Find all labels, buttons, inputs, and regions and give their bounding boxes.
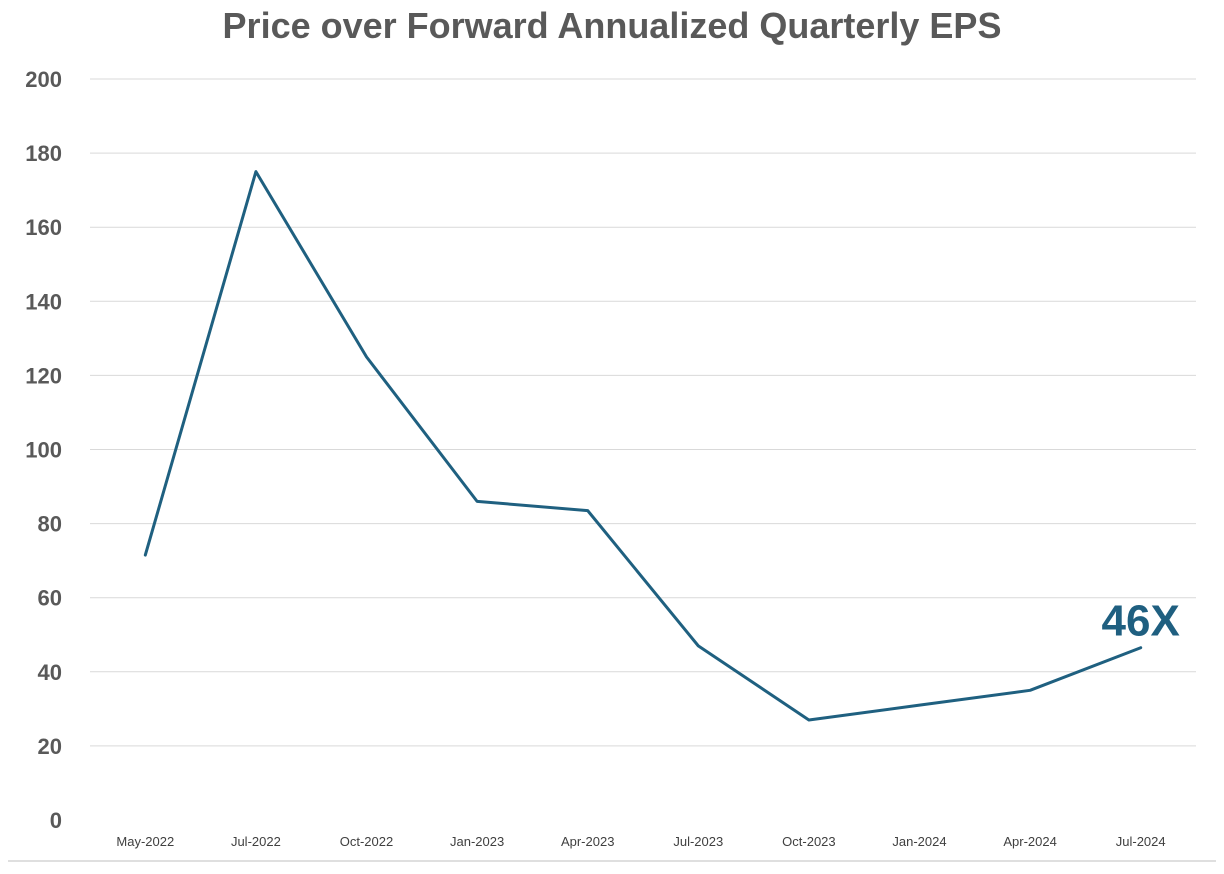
y-tick-label: 120 [25, 363, 62, 388]
y-tick-label: 40 [38, 660, 62, 685]
x-tick-label: Jan-2023 [450, 834, 504, 849]
x-tick-label: Oct-2022 [340, 834, 393, 849]
x-tick-label: Apr-2023 [561, 834, 614, 849]
x-tick-label: Jul-2022 [231, 834, 281, 849]
x-tick-label: May-2022 [116, 834, 174, 849]
x-tick-label: Jul-2023 [673, 834, 723, 849]
y-tick-label: 60 [38, 586, 62, 611]
y-tick-label: 140 [25, 289, 62, 314]
y-tick-label: 160 [25, 215, 62, 240]
x-axis: May-2022 Jul-2022 Oct-2022 Jan-2023 Apr-2023… [116, 834, 1165, 849]
y-tick-label: 80 [38, 512, 62, 537]
chart-title: Price over Forward Annualized Quarterly … [223, 5, 1002, 46]
gridlines [90, 78, 1196, 747]
annotation-label: 46X [1102, 597, 1180, 646]
series-line [143, 170, 1143, 722]
y-tick-label: 180 [25, 141, 62, 166]
y-tick-label: 200 [25, 67, 62, 92]
y-tick-label: 20 [38, 734, 62, 759]
y-axis: 0 20 40 60 80 100 120 140 160 180 200 [25, 67, 62, 833]
x-tick-label: Jan-2024 [892, 834, 946, 849]
y-tick-label: 100 [25, 438, 62, 463]
series-group [143, 170, 1143, 722]
y-tick-label: 0 [50, 808, 62, 833]
x-tick-label: Apr-2024 [1003, 834, 1056, 849]
x-tick-label: Jul-2024 [1116, 834, 1166, 849]
x-tick-label: Oct-2023 [782, 834, 835, 849]
